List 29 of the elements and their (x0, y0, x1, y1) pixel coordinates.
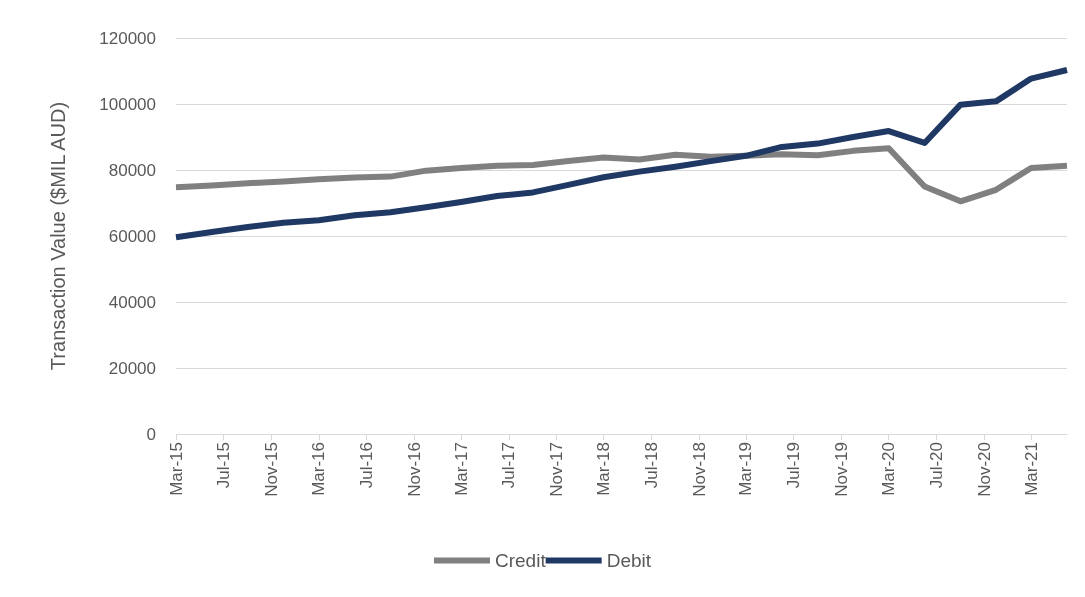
x-tick-label: Nov-19 (832, 442, 852, 497)
x-tick-label: Mar-18 (594, 442, 614, 496)
y-tick-label: 100000 (99, 94, 156, 114)
x-tick-label: Jul-20 (926, 442, 946, 489)
x-tick-label: Jul-19 (784, 442, 804, 489)
y-tick-label: 80000 (108, 160, 156, 180)
x-tick-label: Nov-20 (974, 442, 994, 497)
x-tick-label: Mar-16 (309, 442, 329, 496)
x-tick-label: Nov-17 (547, 442, 567, 497)
legend-label: Debit (606, 550, 652, 571)
y-tick-label: 120000 (99, 28, 156, 48)
x-tick-label: Mar-21 (1021, 442, 1041, 496)
x-tick-label: Mar-17 (451, 442, 471, 496)
x-tick-label: Mar-20 (879, 442, 899, 496)
y-tick-label: 20000 (108, 358, 156, 378)
y-tick-label: 0 (146, 424, 156, 444)
x-tick-label: Nov-15 (262, 442, 282, 497)
x-tick-label: Nov-16 (404, 442, 424, 497)
x-tick-label: Mar-15 (166, 442, 186, 496)
y-tick-label: 60000 (108, 226, 156, 246)
x-tick-label: Jul-17 (499, 442, 519, 489)
legend-label: Credit (494, 550, 547, 571)
y-tick-label: 40000 (108, 292, 156, 312)
x-tick-label: Jul-16 (356, 442, 376, 489)
y-axis-title: Transaction Value ($MIL AUD) (47, 101, 69, 371)
x-tick-label: Mar-19 (736, 442, 756, 496)
x-tick-label: Jul-18 (641, 442, 661, 489)
x-tick-label: Jul-15 (214, 442, 234, 489)
x-tick-label: Nov-18 (689, 442, 709, 497)
